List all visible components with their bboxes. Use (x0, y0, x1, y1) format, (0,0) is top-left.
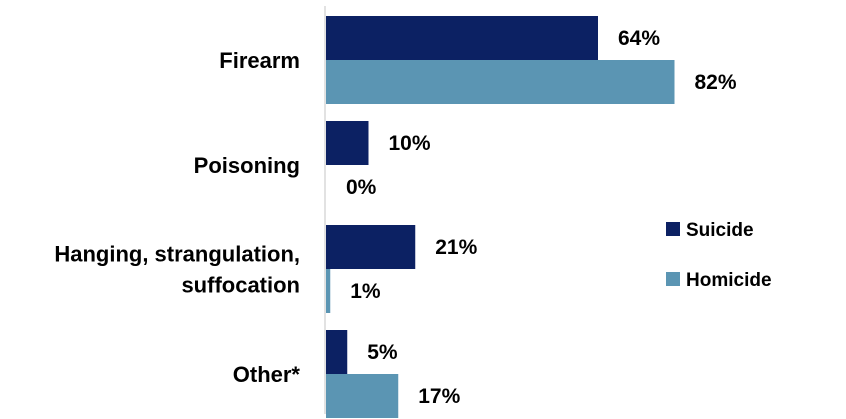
value-label-suicide-firearm: 64% (618, 27, 660, 50)
legend: Suicide Homicide (666, 220, 772, 291)
value-label-homicide-poisoning: 0% (346, 176, 377, 199)
bar-homicide-other (326, 374, 399, 418)
category-label-other: Other* (233, 362, 301, 387)
bar-suicide-poisoning (326, 121, 369, 165)
legend-label-suicide: Suicide (686, 220, 754, 241)
value-labels: 64% 82% 10% 0% 21% 1% 5% 17% (346, 27, 737, 408)
bar-suicide-firearm (326, 16, 598, 60)
value-label-suicide-other: 5% (367, 341, 398, 364)
bars (326, 16, 675, 418)
bar-homicide-hanging-strangulation-suffocation (326, 269, 331, 313)
legend-swatch-suicide (666, 222, 680, 236)
value-label-homicide-hanging-strangulation-suffocation: 1% (350, 280, 381, 303)
legend-swatch-homicide (666, 272, 680, 286)
category-label-hanging-strangulation-suffocation: Hanging, strangulation, suffocation (54, 242, 300, 298)
value-label-suicide-hanging-strangulation-suffocation: 21% (435, 236, 477, 259)
bar-homicide-firearm (326, 60, 675, 104)
category-labels: Firearm Poisoning Hanging, strangulation, s… (54, 48, 300, 387)
category-label-poisoning: Poisoning (194, 153, 300, 178)
value-label-suicide-poisoning: 10% (389, 132, 431, 155)
bar-suicide-other (326, 330, 348, 374)
value-label-homicide-firearm: 82% (695, 71, 737, 94)
value-label-homicide-other: 17% (418, 385, 460, 408)
legend-label-homicide: Homicide (686, 270, 772, 291)
bar-suicide-hanging-strangulation-suffocation (326, 225, 416, 269)
category-label-firearm: Firearm (219, 48, 300, 73)
